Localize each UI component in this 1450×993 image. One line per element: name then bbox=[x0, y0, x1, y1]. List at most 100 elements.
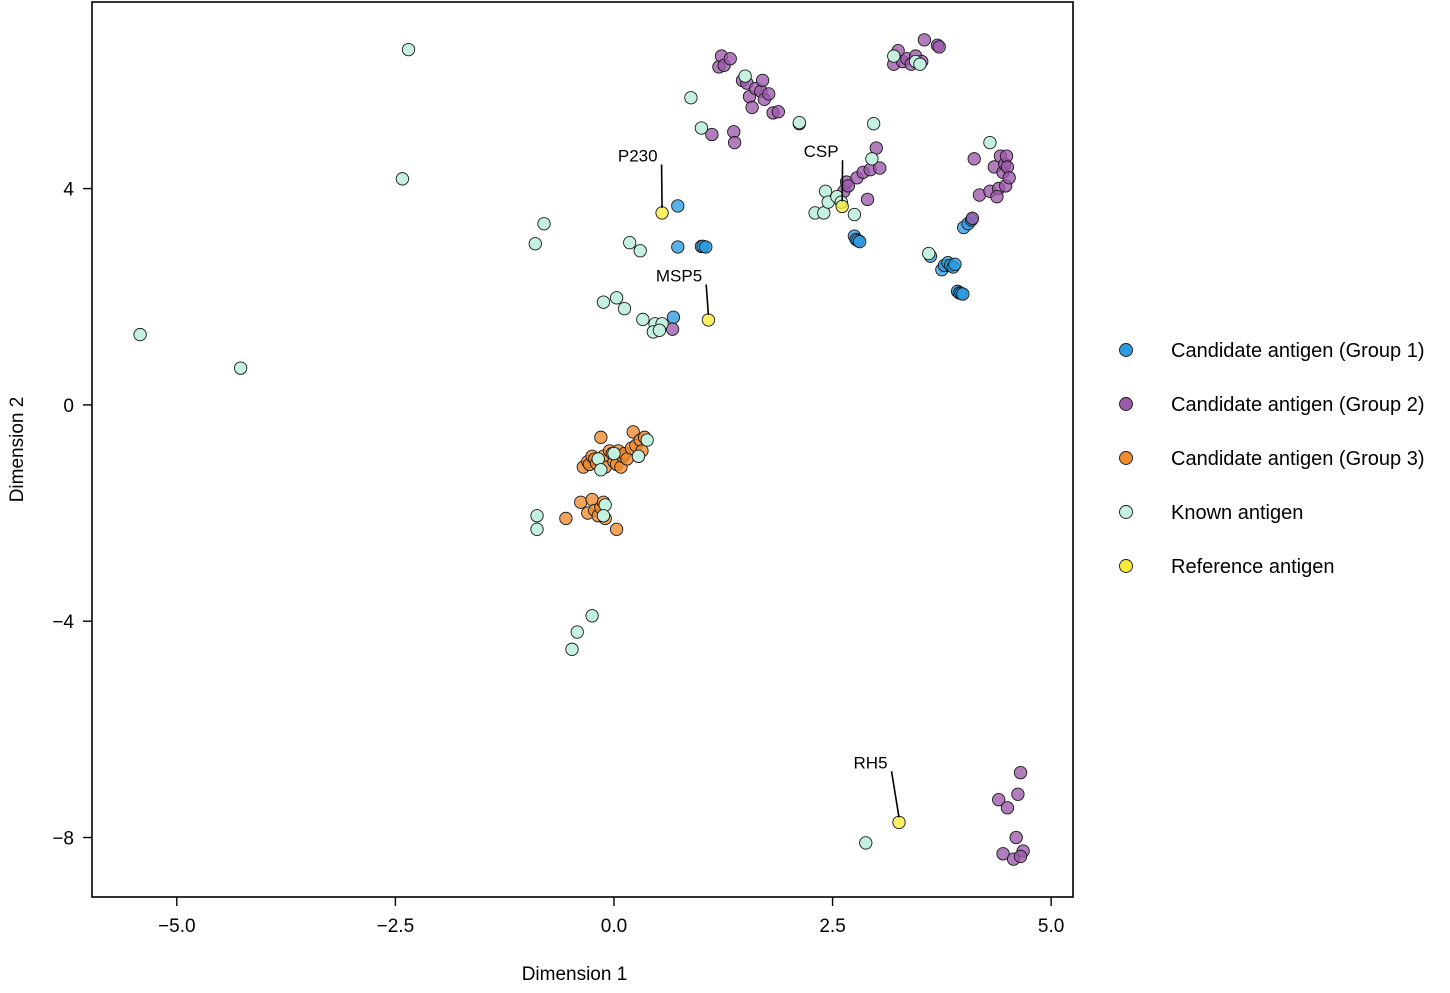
legend-item: Reference antigen bbox=[1119, 556, 1334, 578]
data-point bbox=[666, 310, 681, 324]
data-point bbox=[607, 446, 621, 461]
data-point bbox=[694, 121, 709, 135]
annotation-label: P230 bbox=[618, 147, 658, 166]
data-point bbox=[948, 257, 962, 271]
data-point bbox=[835, 199, 849, 214]
annotation-leader bbox=[705, 284, 710, 316]
data-point bbox=[771, 105, 786, 119]
data-point bbox=[932, 40, 946, 54]
data-point bbox=[723, 52, 737, 66]
y-axis: 4 0 −4 −8 bbox=[52, 180, 92, 850]
data-point bbox=[853, 234, 867, 249]
data-point bbox=[1000, 160, 1015, 174]
data-point bbox=[859, 836, 873, 850]
data-point bbox=[965, 211, 980, 225]
data-point bbox=[887, 49, 901, 63]
y-tick-label: −8 bbox=[52, 829, 74, 850]
data-point bbox=[617, 301, 632, 316]
y-tick-label: 0 bbox=[63, 396, 74, 417]
legend-item: Known antigen bbox=[1119, 502, 1303, 524]
legend-label: Reference antigen bbox=[1171, 556, 1334, 578]
data-point bbox=[559, 511, 573, 526]
legend-label: Candidate antigen (Group 2) bbox=[1171, 394, 1425, 416]
data-point bbox=[792, 115, 806, 130]
data-point bbox=[594, 463, 608, 477]
data-point bbox=[631, 449, 646, 463]
data-point bbox=[401, 42, 416, 57]
data-point bbox=[1011, 787, 1025, 801]
data-point bbox=[956, 287, 970, 301]
x-tick-label: −2.5 bbox=[377, 916, 415, 937]
data-point bbox=[623, 235, 637, 250]
x-axis-title: Dimension 1 bbox=[522, 964, 628, 985]
annotations: P230 MSP5 CSP RH5 bbox=[618, 142, 900, 818]
annotation-label: MSP5 bbox=[656, 267, 702, 286]
data-point bbox=[530, 509, 544, 523]
y-tick-label: −4 bbox=[52, 612, 74, 633]
data-point bbox=[233, 361, 248, 375]
data-point bbox=[652, 323, 667, 337]
legend-swatch bbox=[1119, 505, 1133, 519]
data-point bbox=[530, 522, 544, 536]
data-point bbox=[684, 91, 698, 105]
data-point bbox=[738, 69, 752, 83]
series-1 bbox=[665, 33, 1030, 866]
data-point bbox=[1013, 765, 1028, 780]
data-point bbox=[596, 295, 611, 309]
x-tick-label: 2.5 bbox=[819, 916, 845, 937]
data-point bbox=[860, 192, 875, 207]
data-point bbox=[1009, 830, 1023, 845]
data-point bbox=[585, 609, 599, 623]
legend-label: Known antigen bbox=[1171, 502, 1303, 524]
data-point bbox=[873, 161, 887, 175]
data-point bbox=[913, 57, 927, 71]
data-point bbox=[596, 509, 611, 523]
data-point bbox=[537, 217, 551, 231]
data-point bbox=[528, 237, 542, 251]
data-point bbox=[917, 33, 932, 47]
annotation-leader bbox=[890, 771, 900, 818]
data-point bbox=[865, 152, 879, 166]
legend-item: Candidate antigen (Group 1) bbox=[1119, 340, 1425, 362]
y-tick-label: 4 bbox=[63, 180, 74, 201]
x-tick-label: 5.0 bbox=[1038, 916, 1064, 937]
legend-label: Candidate antigen (Group 1) bbox=[1171, 340, 1425, 362]
series-4 bbox=[655, 199, 906, 830]
data-point bbox=[395, 172, 410, 186]
y-axis-title: Dimension 2 bbox=[7, 397, 28, 503]
data-point bbox=[967, 152, 981, 166]
data-point bbox=[671, 240, 685, 254]
legend-label: Candidate antigen (Group 3) bbox=[1171, 448, 1425, 470]
data-point bbox=[922, 246, 936, 261]
data-point bbox=[705, 127, 719, 142]
data-point bbox=[847, 207, 862, 222]
data-point bbox=[1002, 171, 1016, 185]
data-point bbox=[609, 522, 624, 536]
data-point bbox=[633, 244, 647, 258]
data-point bbox=[699, 240, 713, 254]
legend: Candidate antigen (Group 1) Candidate ant… bbox=[1119, 340, 1425, 578]
data-point bbox=[990, 190, 1004, 204]
x-axis: −5.0 −2.5 0.0 2.5 5.0 bbox=[158, 897, 1064, 937]
plot-frame bbox=[91, 1, 1074, 898]
annotation-label: RH5 bbox=[854, 753, 888, 772]
data-point bbox=[598, 498, 612, 512]
data-point bbox=[996, 847, 1010, 861]
legend-swatch bbox=[1119, 343, 1133, 357]
x-tick-label: −5.0 bbox=[158, 916, 196, 937]
data-point bbox=[1000, 801, 1015, 815]
data-point bbox=[818, 184, 833, 198]
data-point bbox=[655, 206, 669, 220]
data-point bbox=[609, 291, 624, 305]
data-points bbox=[133, 33, 1030, 866]
data-point bbox=[594, 430, 608, 444]
x-tick-label: 0.0 bbox=[601, 916, 627, 937]
data-point bbox=[570, 625, 584, 639]
legend-item: Candidate antigen (Group 3) bbox=[1119, 448, 1425, 470]
legend-swatch bbox=[1119, 559, 1133, 573]
data-point bbox=[701, 313, 716, 327]
data-point bbox=[671, 199, 685, 213]
legend-item: Candidate antigen (Group 2) bbox=[1119, 394, 1425, 416]
data-point bbox=[867, 117, 881, 131]
